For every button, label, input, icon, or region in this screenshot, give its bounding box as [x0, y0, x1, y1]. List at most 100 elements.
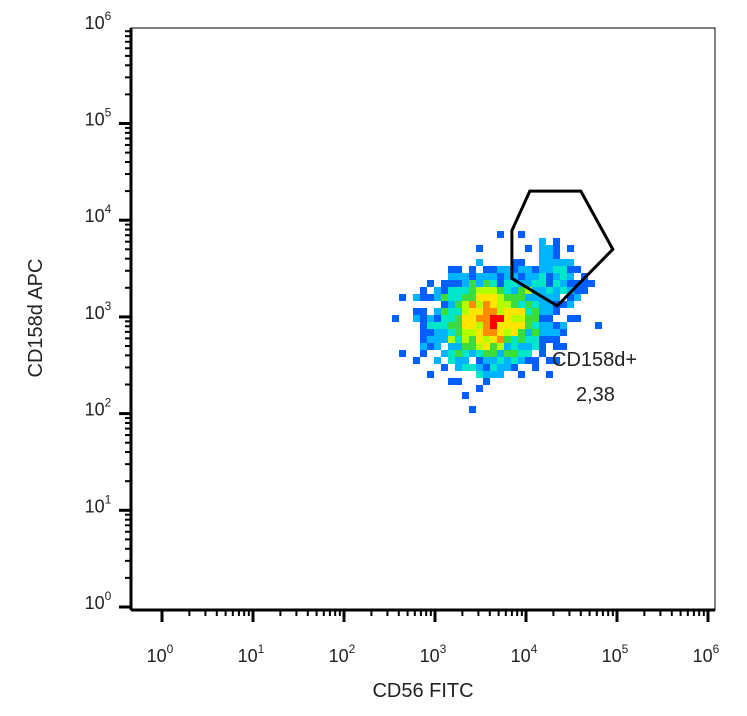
event-dot [455, 273, 462, 280]
event-dot [490, 322, 497, 329]
event-dot [518, 231, 525, 238]
event-dot [476, 350, 483, 357]
event-dot [448, 308, 455, 315]
event-dot [504, 308, 511, 315]
event-dot [413, 308, 420, 315]
event-dot [476, 259, 483, 266]
event-dot [441, 322, 448, 329]
event-dot [553, 308, 560, 315]
event-dot [469, 329, 476, 336]
x-tick-label: 102 [329, 642, 356, 666]
event-dot [567, 301, 574, 308]
event-dot [462, 308, 469, 315]
event-dot [546, 273, 553, 280]
event-dot [448, 322, 455, 329]
event-dot [462, 315, 469, 322]
event-dot [420, 329, 427, 336]
event-dot [483, 329, 490, 336]
event-dot [399, 350, 406, 357]
event-dot [434, 322, 441, 329]
event-dot [497, 280, 504, 287]
event-dot [413, 315, 420, 322]
event-dot [490, 371, 497, 378]
event-dot [518, 259, 525, 266]
event-dot [518, 357, 525, 364]
event-dot [462, 364, 469, 371]
event-dot [483, 357, 490, 364]
event-dot [581, 287, 588, 294]
event-dot [504, 322, 511, 329]
event-dot [469, 350, 476, 357]
event-dot [455, 287, 462, 294]
event-dot [539, 350, 546, 357]
event-dot [483, 371, 490, 378]
event-dot [518, 336, 525, 343]
event-dot [532, 308, 539, 315]
event-dot [504, 287, 511, 294]
event-dot [476, 245, 483, 252]
event-dot [455, 378, 462, 385]
x-axis-title: CD56 FITC [372, 680, 473, 702]
event-dot [427, 329, 434, 336]
event-dot [455, 336, 462, 343]
event-dot [532, 266, 539, 273]
event-dot [497, 357, 504, 364]
event-dot [539, 252, 546, 259]
event-dot [511, 273, 518, 280]
event-dot [504, 350, 511, 357]
event-dot [476, 364, 483, 371]
event-dot [476, 301, 483, 308]
event-dot [490, 357, 497, 364]
axes: 100 101 102 103 104 105 106 100 101 102 103 104 105 1… [85, 9, 720, 666]
event-dot [553, 357, 560, 364]
event-dot [462, 322, 469, 329]
event-dot [490, 336, 497, 343]
event-dot [455, 343, 462, 350]
event-dot [497, 301, 504, 308]
event-dot [518, 294, 525, 301]
event-dot [588, 280, 595, 287]
event-dot [504, 336, 511, 343]
event-dot [546, 336, 553, 343]
event-dot [469, 322, 476, 329]
event-dot [504, 294, 511, 301]
event-dot [469, 343, 476, 350]
event-dot [504, 315, 511, 322]
event-dot [553, 280, 560, 287]
event-dot [392, 315, 399, 322]
event-dot [574, 315, 581, 322]
event-dot [434, 336, 441, 343]
event-dot [462, 273, 469, 280]
event-dot [448, 315, 455, 322]
event-dot [525, 294, 532, 301]
event-dot [490, 273, 497, 280]
event-dot [511, 357, 518, 364]
event-dot [532, 336, 539, 343]
event-dot [581, 280, 588, 287]
y-tick-label: 100 [85, 589, 112, 613]
event-dot [546, 259, 553, 266]
event-dot [497, 308, 504, 315]
event-dot [553, 273, 560, 280]
event-dot [532, 273, 539, 280]
event-dot [455, 350, 462, 357]
event-dot [504, 273, 511, 280]
event-dot [476, 329, 483, 336]
event-dot [448, 336, 455, 343]
event-dot [525, 357, 532, 364]
event-dot [462, 336, 469, 343]
event-dot [490, 329, 497, 336]
event-dot [525, 336, 532, 343]
event-dot [455, 301, 462, 308]
event-dot [455, 322, 462, 329]
event-dot [504, 364, 511, 371]
event-dot [490, 266, 497, 273]
event-dot [525, 343, 532, 350]
event-dot [490, 315, 497, 322]
event-dot [532, 329, 539, 336]
event-dot [518, 322, 525, 329]
event-dot [448, 343, 455, 350]
y-tick-label: 102 [85, 396, 112, 420]
event-dot [497, 294, 504, 301]
event-dot [553, 252, 560, 259]
